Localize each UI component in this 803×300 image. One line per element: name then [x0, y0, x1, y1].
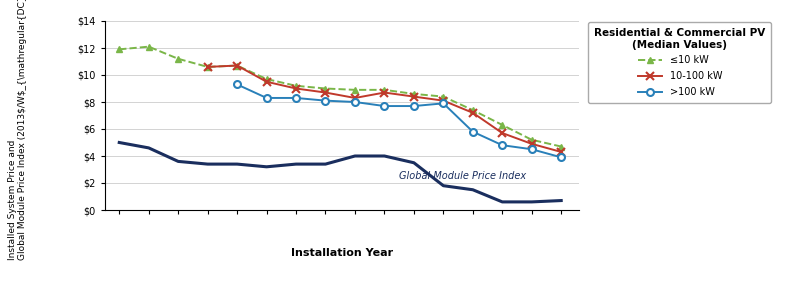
>100 kW [438, 101, 447, 105]
≤10 kW [349, 88, 359, 92]
≤10 kW [379, 88, 389, 92]
≤10 kW [232, 64, 242, 68]
>100 kW [349, 100, 359, 104]
≤10 kW [144, 45, 153, 49]
≤10 kW [114, 47, 124, 51]
Line: >100 kW: >100 kW [234, 81, 564, 161]
10-100 kW [556, 150, 565, 154]
10-100 kW [202, 65, 212, 69]
10-100 kW [291, 87, 300, 90]
≤10 kW [202, 65, 212, 69]
10-100 kW [320, 91, 330, 94]
≤10 kW [467, 108, 477, 112]
>100 kW [556, 155, 565, 159]
≤10 kW [320, 87, 330, 90]
Text: Global Module Price Index: Global Module Price Index [398, 171, 526, 181]
>100 kW [320, 99, 330, 103]
10-100 kW [379, 91, 389, 94]
≤10 kW [497, 123, 507, 127]
X-axis label: Installation Year: Installation Year [290, 248, 393, 257]
10-100 kW [497, 131, 507, 135]
>100 kW [497, 143, 507, 147]
10-100 kW [526, 142, 536, 146]
>100 kW [262, 96, 271, 100]
≤10 kW [173, 57, 183, 61]
Line: 10-100 kW: 10-100 kW [204, 62, 565, 156]
Text: Installed System Price and
Global Module Price Index (2013$/W$_{\mathregular{DC}: Installed System Price and Global Module… [8, 0, 27, 260]
≤10 kW [291, 84, 300, 88]
10-100 kW [409, 95, 418, 98]
>100 kW [379, 104, 389, 108]
≤10 kW [556, 145, 565, 148]
10-100 kW [467, 111, 477, 115]
Legend: ≤10 kW, 10-100 kW, >100 kW: ≤10 kW, 10-100 kW, >100 kW [588, 22, 770, 103]
≤10 kW [526, 138, 536, 142]
≤10 kW [262, 77, 271, 81]
>100 kW [291, 96, 300, 100]
>100 kW [409, 104, 418, 108]
10-100 kW [438, 99, 447, 103]
>100 kW [232, 82, 242, 86]
≤10 kW [409, 92, 418, 96]
10-100 kW [349, 96, 359, 100]
>100 kW [526, 147, 536, 151]
Line: ≤10 kW: ≤10 kW [116, 43, 564, 150]
10-100 kW [262, 80, 271, 83]
10-100 kW [232, 64, 242, 68]
≤10 kW [438, 95, 447, 98]
>100 kW [467, 130, 477, 134]
